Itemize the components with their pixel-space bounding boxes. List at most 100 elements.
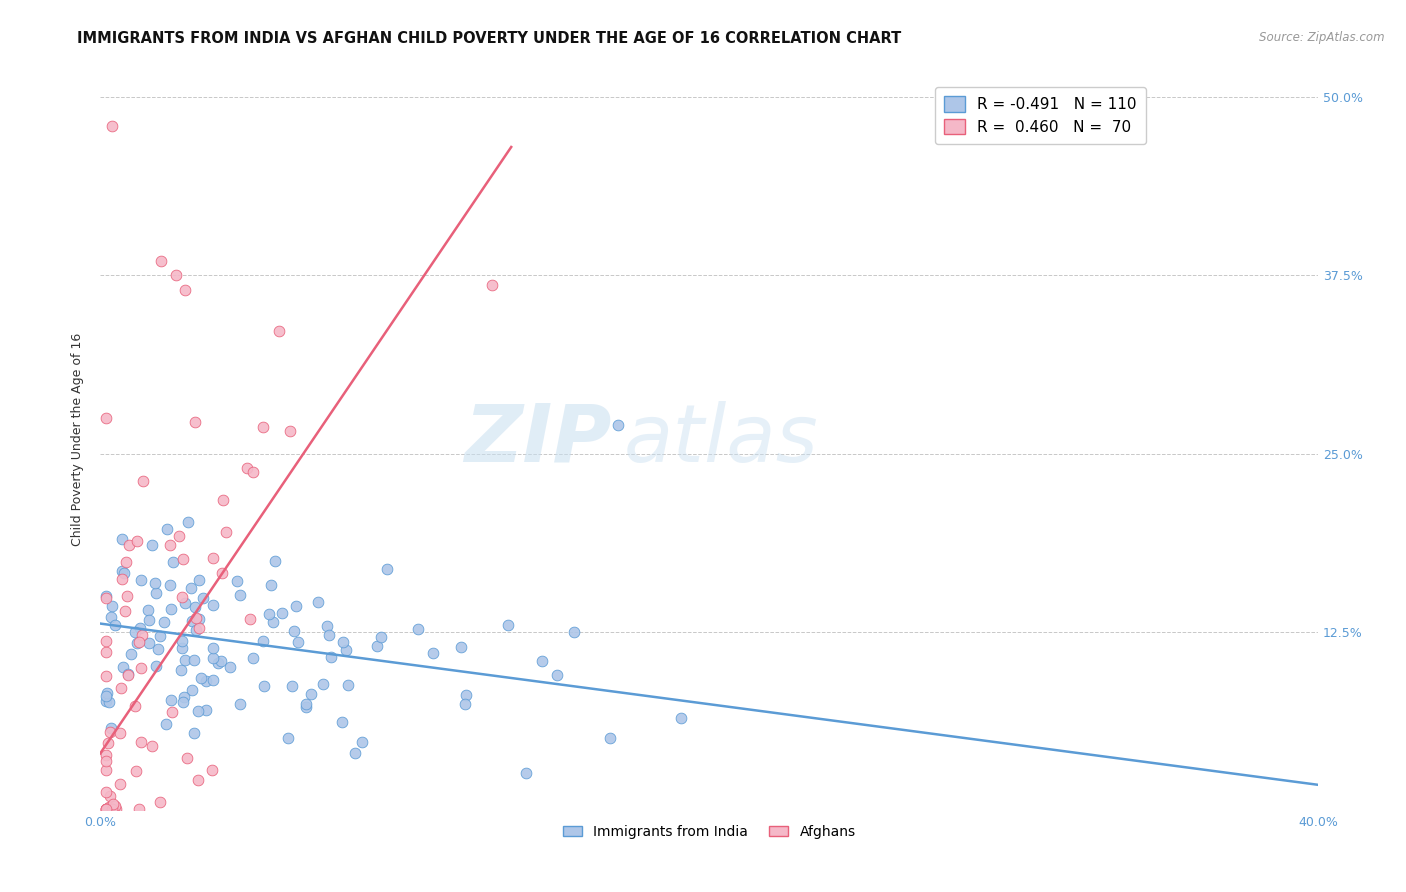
Point — [129, 661, 152, 675]
Point — [98, 789, 121, 804]
Point — [229, 697, 252, 711]
Point — [117, 667, 139, 681]
Point — [173, 690, 195, 704]
Point — [114, 566, 136, 580]
Point — [186, 704, 208, 718]
Point — [149, 629, 172, 643]
Point — [104, 799, 127, 814]
Point — [307, 595, 329, 609]
Point — [146, 642, 169, 657]
Point — [284, 599, 307, 613]
Point — [170, 634, 193, 648]
Point — [136, 603, 159, 617]
Point — [110, 681, 132, 695]
Point — [108, 726, 131, 740]
Point — [422, 646, 444, 660]
Point — [450, 640, 472, 654]
Point — [252, 420, 274, 434]
Point — [377, 562, 399, 576]
Point — [97, 695, 120, 709]
Point — [96, 755, 118, 769]
Point — [162, 705, 184, 719]
Point — [118, 538, 141, 552]
Point — [283, 624, 305, 638]
Point — [257, 607, 280, 621]
Point — [156, 523, 179, 537]
Point — [337, 678, 360, 692]
Point — [124, 624, 146, 639]
Point — [96, 802, 118, 816]
Point — [170, 663, 193, 677]
Point — [270, 606, 292, 620]
Point — [114, 604, 136, 618]
Point — [150, 254, 173, 268]
Point — [187, 621, 209, 635]
Point — [131, 628, 153, 642]
Point — [111, 532, 134, 546]
Point — [96, 694, 118, 708]
Point — [195, 673, 218, 688]
Point — [211, 492, 233, 507]
Point — [162, 555, 184, 569]
Point — [281, 680, 304, 694]
Point — [316, 618, 339, 632]
Point — [515, 765, 537, 780]
Point — [101, 119, 124, 133]
Point — [174, 283, 197, 297]
Point — [264, 554, 287, 568]
Point — [260, 578, 283, 592]
Point — [174, 596, 197, 610]
Point — [599, 731, 621, 745]
Point — [301, 687, 323, 701]
Point — [96, 747, 118, 762]
Point — [131, 474, 153, 488]
Point — [96, 802, 118, 816]
Point — [167, 529, 190, 543]
Point — [332, 714, 354, 729]
Point — [191, 591, 214, 606]
Point — [287, 635, 309, 649]
Text: atlas: atlas — [624, 401, 818, 478]
Point — [207, 656, 229, 670]
Point — [176, 751, 198, 765]
Point — [101, 802, 124, 816]
Point — [128, 635, 150, 649]
Point — [242, 650, 264, 665]
Point — [335, 643, 357, 657]
Point — [96, 802, 118, 816]
Text: IMMIGRANTS FROM INDIA VS AFGHAN CHILD POVERTY UNDER THE AGE OF 16 CORRELATION CH: IMMIGRANTS FROM INDIA VS AFGHAN CHILD PO… — [77, 31, 901, 46]
Point — [159, 692, 181, 706]
Point — [125, 533, 148, 548]
Point — [262, 615, 284, 630]
Point — [141, 739, 163, 754]
Point — [172, 695, 194, 709]
Point — [98, 802, 121, 816]
Point — [454, 698, 477, 712]
Point — [153, 615, 176, 630]
Point — [201, 599, 224, 613]
Point — [165, 268, 187, 283]
Point — [104, 617, 127, 632]
Point — [96, 591, 118, 605]
Point — [186, 623, 208, 637]
Point — [96, 690, 118, 704]
Text: Source: ZipAtlas.com: Source: ZipAtlas.com — [1260, 31, 1385, 45]
Point — [96, 802, 118, 816]
Point — [228, 588, 250, 602]
Point — [190, 671, 212, 685]
Point — [370, 630, 392, 644]
Point — [115, 555, 138, 569]
Point — [366, 639, 388, 653]
Point — [170, 591, 193, 605]
Point — [145, 586, 167, 600]
Point — [96, 410, 118, 425]
Point — [125, 764, 148, 779]
Y-axis label: Child Poverty Under the Age of 16: Child Poverty Under the Age of 16 — [72, 333, 84, 546]
Point — [96, 589, 118, 603]
Point — [606, 418, 628, 433]
Point — [145, 658, 167, 673]
Point — [125, 636, 148, 650]
Point — [225, 574, 247, 589]
Point — [183, 653, 205, 667]
Point — [173, 653, 195, 667]
